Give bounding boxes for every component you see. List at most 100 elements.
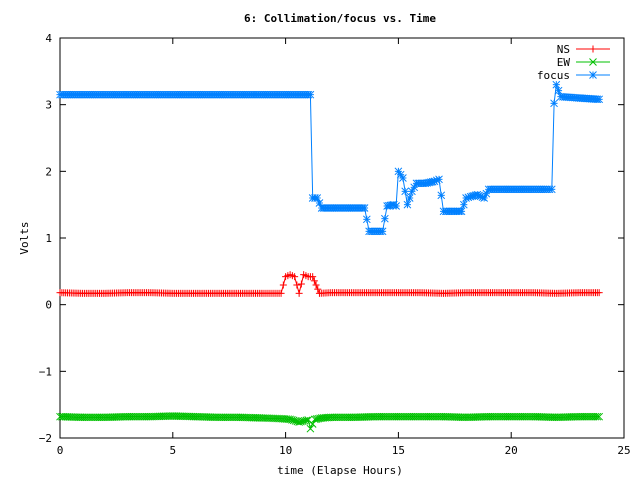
- data-point: [197, 412, 205, 421]
- data-point: [593, 412, 602, 421]
- data-point: [469, 413, 478, 421]
- data-point: [411, 412, 420, 421]
- data-point: [105, 413, 113, 422]
- data-point: [309, 273, 317, 281]
- data-point: [435, 412, 444, 421]
- data-point: [152, 412, 160, 421]
- data-point: [131, 412, 140, 421]
- data-point: [232, 413, 241, 422]
- data-point: [464, 413, 472, 422]
- data-point: [503, 412, 512, 421]
- data-point: [439, 412, 448, 421]
- data-point: [457, 207, 466, 216]
- data-point: [330, 413, 339, 422]
- data-point: [467, 413, 476, 422]
- data-point: [302, 416, 311, 425]
- data-point: [170, 412, 179, 420]
- data-point: [326, 413, 335, 422]
- data-point: [347, 413, 356, 422]
- data-point: [441, 412, 450, 421]
- data-point: [71, 413, 79, 421]
- data-point: [125, 412, 134, 421]
- data-point: [582, 412, 591, 421]
- data-point: [399, 174, 407, 182]
- data-point: [595, 412, 604, 421]
- series-focus: [56, 80, 604, 236]
- data-point: [362, 215, 371, 224]
- data-point: [522, 412, 531, 421]
- y-tick-label: 4: [45, 32, 52, 45]
- data-point: [67, 413, 76, 421]
- data-point: [200, 413, 209, 421]
- data-point: [187, 412, 196, 421]
- data-point: [591, 412, 600, 421]
- data-point: [499, 412, 508, 421]
- data-point: [360, 204, 369, 212]
- data-point: [563, 413, 572, 421]
- data-point: [507, 412, 516, 421]
- data-point: [121, 412, 130, 421]
- data-point: [556, 413, 564, 422]
- data-point: [422, 412, 431, 421]
- data-point: [325, 413, 333, 422]
- data-point: [486, 412, 495, 421]
- data-point: [195, 412, 203, 421]
- data-point: [101, 413, 109, 422]
- data-point: [230, 413, 239, 422]
- x-axis-label: time (Elapse Hours): [277, 464, 403, 477]
- data-point: [127, 412, 136, 421]
- data-point: [103, 413, 111, 422]
- data-point: [110, 413, 119, 421]
- data-point: [405, 412, 414, 421]
- data-point: [168, 412, 177, 420]
- data-point: [400, 412, 408, 421]
- data-point: [210, 413, 219, 422]
- data-point: [475, 413, 484, 421]
- y-tick-label: 0: [45, 299, 52, 312]
- data-point: [492, 412, 501, 421]
- data-point: [91, 413, 100, 422]
- data-point: [550, 99, 558, 108]
- data-point: [328, 413, 337, 422]
- data-point: [97, 413, 106, 422]
- data-point: [279, 281, 287, 289]
- data-point: [533, 412, 542, 421]
- data-point: [511, 412, 519, 421]
- data-point: [174, 412, 183, 421]
- data-point: [202, 413, 211, 421]
- data-point: [481, 412, 489, 421]
- data-point: [353, 413, 361, 422]
- data-point: [140, 412, 149, 421]
- data-point: [512, 412, 521, 421]
- chart-title: 6: Collimation/focus vs. Time: [244, 12, 436, 25]
- data-point: [358, 413, 367, 421]
- data-point: [153, 412, 162, 421]
- data-point: [424, 412, 433, 421]
- data-point: [546, 413, 555, 422]
- data-point: [368, 412, 376, 421]
- data-point: [576, 412, 585, 421]
- data-point: [403, 412, 412, 421]
- data-point: [189, 412, 198, 421]
- data-point: [402, 412, 410, 421]
- data-point: [120, 412, 128, 421]
- data-point: [535, 412, 544, 421]
- data-point: [236, 413, 245, 422]
- data-point: [434, 412, 442, 421]
- data-point: [573, 412, 581, 421]
- data-point: [215, 413, 224, 422]
- x-tick-label: 20: [505, 444, 518, 457]
- data-point: [370, 412, 378, 421]
- data-point: [89, 413, 98, 422]
- data-point: [246, 413, 254, 422]
- data-point: [58, 412, 66, 421]
- data-point: [366, 412, 375, 421]
- axes: 0 5 10 15 20 25 −2 −1 0 1 2 3 4: [39, 32, 631, 457]
- data-point: [435, 175, 443, 184]
- data-point: [550, 413, 559, 422]
- data-point: [144, 412, 153, 421]
- data-point: [379, 412, 388, 421]
- data-point: [415, 412, 423, 421]
- data-point: [178, 412, 187, 421]
